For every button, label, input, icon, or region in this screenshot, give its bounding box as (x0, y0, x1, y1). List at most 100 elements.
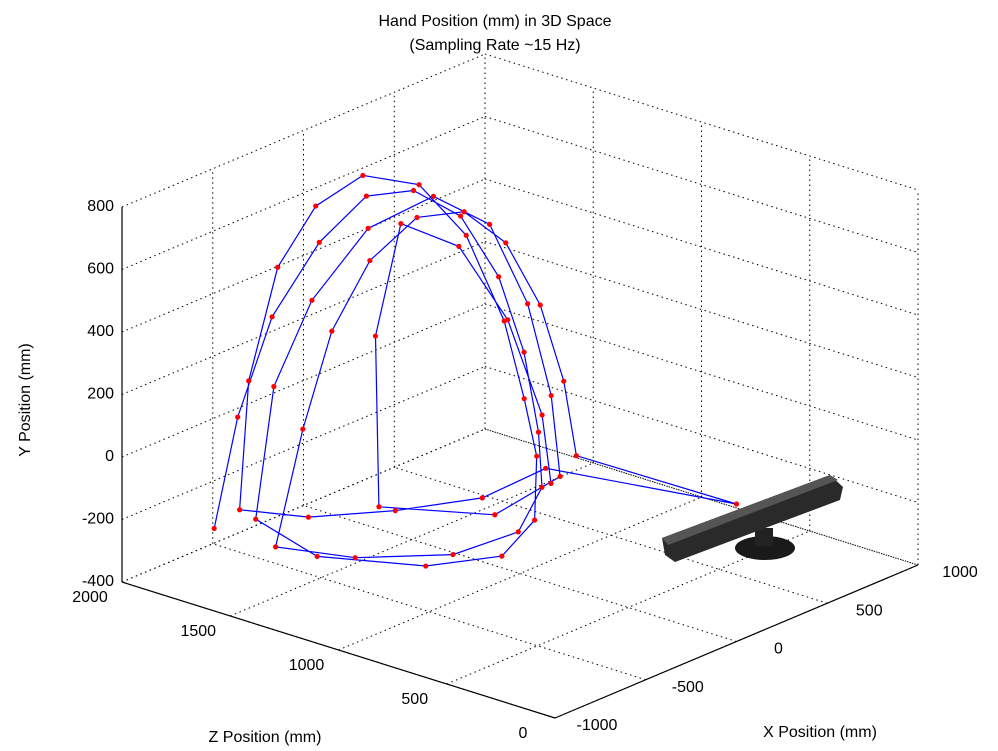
grid-line (121, 428, 486, 583)
sample-marker (456, 243, 462, 249)
sample-marker (360, 172, 366, 179)
sample-marker (496, 274, 502, 280)
grid-line (121, 53, 486, 208)
sample-marker (392, 508, 398, 514)
sample-marker (211, 525, 217, 532)
y-axis-label: Y Position (mm) (17, 343, 34, 457)
sample-marker (503, 240, 509, 246)
sample-marker (269, 314, 275, 320)
x-axis-label: X Position (mm) (763, 724, 877, 741)
sample-marker (237, 507, 243, 513)
kinect-sensor (662, 475, 843, 562)
y-tick-label: 400 (87, 323, 114, 340)
grid-line (230, 462, 594, 617)
sample-marker (535, 429, 542, 435)
sample-marker (458, 213, 464, 219)
x-tick-label: -1000 (577, 717, 618, 734)
sample-marker (352, 555, 358, 561)
sample-marker (450, 551, 456, 558)
sample-marker (273, 544, 279, 550)
grid-line (394, 466, 828, 604)
grid-line (121, 178, 486, 333)
z-axis (121, 581, 556, 719)
sample-marker (557, 473, 563, 480)
sample-marker (521, 396, 527, 402)
z-tick-label: 0 (519, 725, 528, 742)
grid-line (121, 241, 486, 395)
grid-line (338, 496, 702, 651)
sample-marker (309, 297, 315, 303)
y-tick-label: -400 (82, 573, 114, 590)
sample-marker (492, 512, 498, 518)
sample-marker (537, 302, 543, 308)
sample-marker (548, 480, 554, 486)
sample-marker (515, 529, 521, 535)
chart-title: Hand Position (mm) in 3D Space (379, 13, 612, 30)
trajectory-line (213, 174, 737, 567)
sample-marker (561, 378, 567, 384)
x-tick-label: -500 (672, 679, 704, 696)
grid-line (484, 241, 919, 378)
sample-marker (246, 378, 252, 384)
grid-line (121, 116, 486, 270)
sample-marker (376, 504, 382, 510)
sample-marker (487, 221, 493, 227)
grid-line (484, 303, 919, 441)
grid-line (484, 366, 919, 503)
grid-line (121, 303, 486, 458)
x-tick-label: 0 (774, 641, 783, 658)
y-tick-label: -200 (82, 511, 114, 528)
grid-line (484, 428, 919, 566)
grid-line (446, 530, 810, 685)
y-tick-label: 200 (87, 386, 114, 403)
sample-marker (365, 225, 371, 231)
z-axis-label: Z Position (mm) (209, 729, 322, 746)
x-axis (554, 564, 919, 719)
grid-line (303, 505, 737, 642)
y-tick-label: 800 (87, 198, 114, 215)
sample-marker (534, 453, 540, 459)
sample-marker (430, 193, 436, 199)
chart-subtitle: (Sampling Rate ~15 Hz) (409, 37, 580, 54)
plot-area: -400 -200 0 200 400 600 800 -1000 -500 0 500 1000 0 5… (72, 53, 978, 742)
sample-marker (521, 349, 527, 355)
sample-marker (543, 465, 549, 471)
y-tick-label: 0 (105, 448, 114, 465)
y-tick-label: 600 (87, 261, 114, 278)
sample-marker (505, 317, 511, 323)
sample-marker (271, 383, 277, 390)
sample-marker (372, 333, 379, 339)
sample-marker (363, 193, 369, 199)
grid-line (484, 53, 919, 191)
z-tick-label: 500 (401, 691, 428, 708)
z-tick-label: 1000 (289, 657, 325, 674)
sample-marker (367, 257, 373, 264)
x-tick-label: 1000 (942, 564, 978, 581)
sample-marker (539, 484, 545, 490)
sample-marker (423, 563, 429, 569)
grid-line (484, 116, 919, 253)
sample-marker (398, 221, 404, 227)
z-tick-label: 1500 (180, 623, 216, 640)
sample-marker (300, 426, 306, 432)
sample-marker (539, 412, 545, 418)
sample-marker (275, 264, 281, 270)
grid-line (212, 543, 646, 681)
sample-marker (313, 203, 319, 209)
x-tick-label: 500 (856, 602, 883, 619)
sample-marker (329, 328, 335, 334)
sample-marker (532, 517, 538, 523)
sample-marker (479, 495, 485, 501)
sample-marker (548, 392, 554, 399)
sample-marker (414, 214, 420, 221)
sample-marker (253, 516, 259, 522)
sample-marker (733, 501, 740, 507)
z-tick-label: 2000 (72, 589, 108, 606)
grid-line (484, 178, 919, 316)
sample-marker (314, 553, 320, 559)
sample-marker (416, 182, 422, 188)
sample-marker (410, 187, 417, 194)
sample-marker (463, 232, 469, 238)
sample-marker (573, 453, 579, 459)
